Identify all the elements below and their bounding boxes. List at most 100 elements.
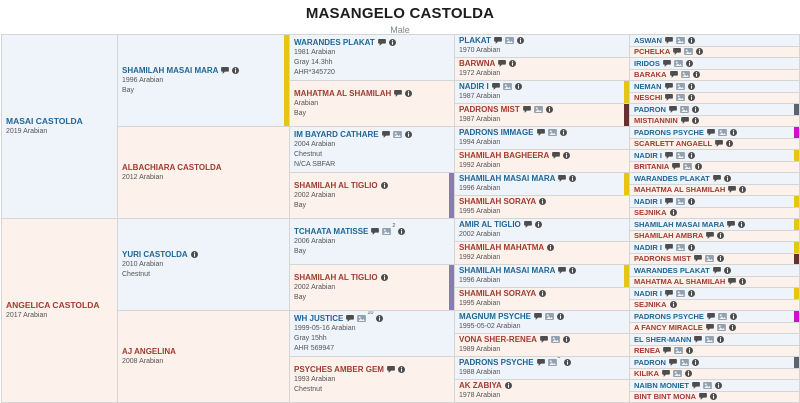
horse-name-link[interactable]: WH JUSTICE (294, 314, 343, 323)
info-icon[interactable] (563, 336, 570, 343)
comment-icon[interactable] (665, 37, 673, 44)
photo-icon[interactable] (680, 359, 689, 366)
info-icon[interactable] (381, 274, 388, 281)
comment-icon[interactable] (670, 71, 678, 78)
comment-icon[interactable] (537, 129, 545, 136)
photo-icon[interactable] (683, 163, 692, 170)
comment-icon[interactable] (534, 313, 542, 320)
photo-icon[interactable] (718, 313, 727, 320)
horse-name-link[interactable]: AMIR AL TIGLIO (459, 220, 521, 229)
horse-name-link[interactable]: MAHATMA AL SHAMILAH (634, 185, 725, 194)
comment-icon[interactable] (378, 39, 386, 46)
info-icon[interactable] (693, 71, 700, 78)
comment-icon[interactable] (394, 90, 402, 97)
info-icon[interactable] (232, 67, 239, 74)
horse-name-link[interactable]: WARANDES PLAKAT (634, 174, 710, 183)
info-icon[interactable] (715, 382, 722, 389)
photo-icon[interactable] (676, 290, 685, 297)
photo-icon[interactable] (551, 336, 560, 343)
info-icon[interactable] (560, 129, 567, 136)
horse-name-link[interactable]: PLAKAT (459, 36, 491, 45)
info-icon[interactable] (738, 221, 745, 228)
comment-icon[interactable] (669, 359, 677, 366)
horse-name-link[interactable]: SHAMILAH SORAYA (459, 289, 536, 298)
horse-name-link[interactable]: BARAKA (634, 70, 667, 79)
comment-icon[interactable] (524, 221, 532, 228)
photo-icon[interactable] (705, 336, 714, 343)
info-icon[interactable] (686, 347, 693, 354)
horse-name-link[interactable]: PCHELKA (634, 47, 670, 56)
horse-name-link[interactable]: MASAI CASTOLDA (6, 116, 83, 126)
horse-name-link[interactable]: SHAMILAH BAGHEERA (459, 151, 549, 160)
info-icon[interactable] (717, 255, 724, 262)
comment-icon[interactable] (663, 347, 671, 354)
comment-icon[interactable] (558, 267, 566, 274)
info-icon[interactable] (688, 37, 695, 44)
horse-name-link[interactable]: SHAMILAH AMBRA (634, 231, 703, 240)
horse-name-link[interactable]: PADRONS PSYCHE (634, 128, 704, 137)
horse-name-link[interactable]: SEJNIKA (634, 208, 667, 217)
comment-icon[interactable] (715, 140, 723, 147)
photo-icon[interactable] (676, 198, 685, 205)
horse-name-link[interactable]: SEJNIKA (634, 300, 667, 309)
horse-name-link[interactable]: RENEA (634, 346, 660, 355)
horse-name-link[interactable]: VONA SHER-RENEA (459, 335, 537, 344)
info-icon[interactable] (688, 83, 695, 90)
comment-icon[interactable] (371, 228, 379, 235)
photo-icon[interactable] (674, 347, 683, 354)
info-icon[interactable] (726, 140, 733, 147)
comment-icon[interactable] (537, 359, 545, 366)
comment-icon[interactable] (673, 48, 681, 55)
horse-name-link[interactable]: IRIDOS (634, 59, 660, 68)
info-icon[interactable] (547, 244, 554, 251)
info-icon[interactable] (405, 131, 412, 138)
info-icon[interactable] (739, 278, 746, 285)
photo-icon[interactable] (548, 129, 557, 136)
horse-name-link[interactable]: MAHATMA AL SHAMILAH (294, 89, 391, 98)
comment-icon[interactable] (665, 152, 673, 159)
comment-icon[interactable] (662, 370, 670, 377)
photo-icon[interactable] (703, 382, 712, 389)
comment-icon[interactable] (382, 131, 390, 138)
horse-name-link[interactable]: NADIR I (634, 243, 662, 252)
info-icon[interactable] (724, 267, 731, 274)
horse-name-link[interactable]: AJ ANGELINA (122, 347, 176, 356)
info-icon[interactable] (688, 198, 695, 205)
horse-name-link[interactable]: EL SHER-MANN (634, 335, 691, 344)
photo-icon[interactable] (717, 324, 726, 331)
info-icon[interactable] (398, 228, 405, 235)
comment-icon[interactable] (558, 175, 566, 182)
photo-icon[interactable] (684, 48, 693, 55)
photo-icon[interactable] (503, 83, 512, 90)
horse-name-link[interactable]: SHAMILAH AL TIGLIO (294, 181, 378, 190)
photo-icon[interactable] (676, 152, 685, 159)
horse-name-link[interactable]: YURI CASTOLDA (122, 250, 188, 259)
comment-icon[interactable] (713, 175, 721, 182)
info-icon[interactable] (405, 90, 412, 97)
photo-icon[interactable] (393, 131, 402, 138)
horse-name-link[interactable]: PADRONS MIST (459, 105, 520, 114)
info-icon[interactable] (517, 37, 524, 44)
horse-name-link[interactable]: BRITANIA (634, 162, 669, 171)
photo-icon[interactable] (676, 244, 685, 251)
info-icon[interactable] (389, 39, 396, 46)
comment-icon[interactable] (387, 366, 395, 373)
comment-icon[interactable] (663, 60, 671, 67)
comment-icon[interactable] (727, 221, 735, 228)
info-icon[interactable] (376, 315, 383, 322)
info-icon[interactable] (509, 60, 516, 67)
horse-name-link[interactable]: PADRON (634, 358, 666, 367)
horse-name-link[interactable]: NAIBN MONIET (634, 381, 689, 390)
horse-name-link[interactable]: SHAMILAH AL TIGLIO (294, 273, 378, 282)
info-icon[interactable] (557, 313, 564, 320)
info-icon[interactable] (670, 301, 677, 308)
comment-icon[interactable] (672, 163, 680, 170)
comment-icon[interactable] (694, 336, 702, 343)
info-icon[interactable] (717, 232, 724, 239)
horse-name-link[interactable]: NADIR I (459, 82, 489, 91)
horse-name-link[interactable]: KILIKA (634, 369, 659, 378)
info-icon[interactable] (692, 359, 699, 366)
comment-icon[interactable] (728, 278, 736, 285)
info-icon[interactable] (688, 244, 695, 251)
horse-name-link[interactable]: SHAMILAH MASAI MARA (459, 174, 555, 183)
